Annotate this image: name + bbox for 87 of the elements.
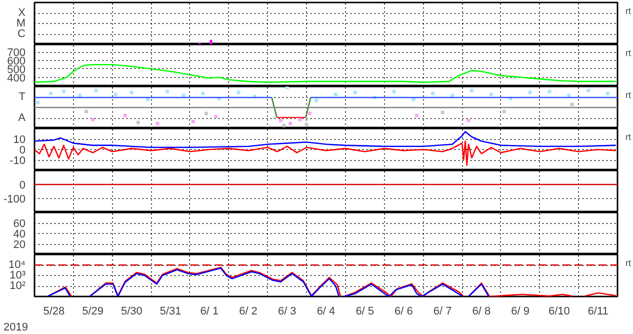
text: rt: [626, 132, 632, 142]
point: [94, 88, 98, 92]
point: [548, 90, 552, 94]
point: [466, 118, 470, 122]
text: rt: [626, 6, 632, 16]
point: [84, 110, 88, 114]
point: [412, 98, 416, 102]
point: [304, 122, 308, 126]
point: [431, 92, 435, 96]
x-tick-label: 6/ 4: [316, 306, 336, 318]
y-tick-label: -100: [3, 194, 26, 206]
category-label: C: [18, 28, 26, 40]
point: [48, 92, 52, 96]
point: [298, 118, 302, 122]
category-label: M: [16, 18, 26, 30]
x-tick-label: 5/30: [120, 306, 142, 318]
point: [470, 88, 474, 92]
x-tick-label: 6/ 2: [239, 306, 258, 318]
x-tick-label: 6/ 6: [394, 306, 413, 318]
point: [146, 98, 150, 102]
point: [136, 120, 140, 124]
line-series: [34, 140, 617, 166]
text: rt: [626, 258, 632, 268]
y-tick-label: 20: [13, 239, 26, 251]
x-tick-label: 5/28: [43, 306, 65, 318]
point: [201, 92, 205, 96]
x-tick-label: 6/ 8: [472, 306, 491, 318]
line-series: [34, 64, 617, 83]
point: [62, 90, 66, 94]
point: [567, 94, 571, 98]
text: rt: [626, 90, 632, 100]
category-label: T: [18, 91, 26, 103]
point: [502, 110, 506, 114]
point: [489, 92, 493, 96]
x-tick-label: 6/ 5: [356, 306, 374, 318]
point: [285, 86, 289, 90]
y-tick-label: 10²: [10, 280, 26, 292]
point: [166, 90, 170, 94]
point: [314, 98, 318, 102]
point: [308, 112, 312, 116]
y-tick-label: -10: [10, 155, 26, 167]
point: [123, 114, 127, 118]
point: [36, 100, 40, 104]
point: [528, 90, 532, 94]
x-tick-label: 5/29: [82, 306, 104, 318]
point: [182, 94, 186, 98]
point: [334, 92, 338, 96]
x-axis-title: 2019: [4, 322, 28, 334]
point: [78, 94, 82, 98]
point: [353, 90, 357, 94]
point: [91, 118, 95, 122]
line-series: [34, 131, 617, 148]
y-tick-label: 40: [13, 228, 26, 240]
y-tick-label: 60: [13, 218, 26, 230]
point: [586, 88, 590, 92]
point: [414, 114, 418, 118]
point: [214, 114, 218, 118]
point: [204, 112, 208, 116]
y-tick-label: 400: [7, 72, 26, 84]
x-tick-label: 6/11: [588, 306, 608, 318]
y-tick-label: 10⁴: [8, 259, 26, 271]
point: [130, 90, 134, 94]
y-tick-label: 10: [13, 134, 26, 146]
point: [156, 122, 160, 126]
point: [191, 120, 195, 124]
point: [606, 92, 610, 96]
x-tick-label: 6/ 1: [200, 306, 219, 318]
y-tick-label: 10³: [10, 270, 26, 282]
point: [282, 124, 286, 128]
x-tick-label: 6/ 7: [433, 306, 452, 318]
point: [288, 122, 292, 126]
category-label: A: [18, 112, 26, 124]
point: [236, 90, 240, 94]
x-tick-label: 6/10: [548, 306, 570, 318]
point: [278, 118, 282, 122]
x-tick-label: 5/31: [160, 306, 182, 318]
point: [570, 102, 574, 106]
category-label: X: [18, 7, 26, 19]
point: [440, 110, 444, 114]
point: [392, 90, 396, 94]
y-tick-label: 0: [19, 180, 26, 192]
point: [450, 94, 454, 98]
x-tick-label: 6/ 3: [278, 306, 296, 318]
point: [114, 92, 118, 96]
text: rt: [626, 48, 632, 58]
x-tick-label: 6/ 9: [511, 306, 530, 318]
y-tick-label: 0: [19, 144, 26, 156]
